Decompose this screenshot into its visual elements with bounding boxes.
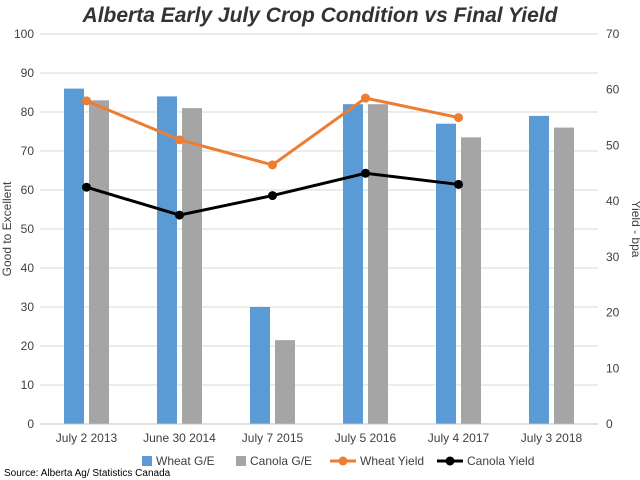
yield-lines <box>82 93 463 220</box>
y2-tick-label: 60 <box>606 83 620 97</box>
legend-label-wheat-yield: Wheat Yield <box>360 454 424 468</box>
y2-tick-label: 50 <box>606 138 620 152</box>
bar-wheat-g-e <box>529 115 549 425</box>
y2-tick-label: 30 <box>606 250 620 264</box>
wheat-yield-point <box>175 135 184 145</box>
source-note: Source: Alberta Ag/ Statistics Canada <box>4 468 171 479</box>
bar-wheat-g-e <box>343 104 363 424</box>
canola-yield-point <box>268 191 277 201</box>
x-tick-label: July 4 2017 <box>428 431 490 445</box>
bar-canola-g-e <box>554 127 574 424</box>
y2-tick-label: 10 <box>606 361 620 375</box>
y-tick-label: 20 <box>21 339 35 353</box>
bar-canola-g-e <box>275 340 295 424</box>
x-tick-label: July 5 2016 <box>335 431 397 445</box>
x-tick-label: July 7 2015 <box>242 431 304 445</box>
legend-label-wheat-g-e: Wheat G/E <box>156 454 215 468</box>
y-tick-label: 60 <box>21 183 35 197</box>
legend-label-canola-yield: Canola Yield <box>467 454 534 468</box>
y-axis-title: Good to Excellent <box>0 181 14 276</box>
y2-tick-label: 20 <box>606 306 620 320</box>
wheat-yield-line <box>85 96 459 167</box>
legend-marker-wheat-yield <box>338 456 348 466</box>
bar-wheat-g-e <box>436 123 456 424</box>
y-tick-label: 0 <box>27 417 34 431</box>
y2-tick-label: 0 <box>606 417 613 431</box>
bar-canola-g-e <box>368 104 388 424</box>
legend-label-canola-g-e: Canola G/E <box>250 454 312 468</box>
bar-canola-g-e <box>182 108 202 424</box>
y2-tick-label: 40 <box>606 194 620 208</box>
canola-yield-point <box>82 182 91 192</box>
canola-yield-point <box>175 210 184 220</box>
axes: 0 10 20 30 40 50 60 70 80 90 100 0 10 20 30 40 50 60 70 Jul… <box>14 27 620 445</box>
bar-canola-g-e <box>461 137 481 424</box>
y-tick-label: 100 <box>14 27 34 41</box>
canola-yield-point <box>454 179 463 189</box>
legend-swatch-canola-g-e <box>236 456 246 466</box>
y2-axis-title: Yield - bpa <box>629 201 640 258</box>
y-tick-label: 30 <box>21 300 35 314</box>
bars <box>64 88 574 425</box>
wheat-yield-point <box>454 113 463 123</box>
wheat-yield-point <box>268 160 277 170</box>
wheat-yield-point <box>361 93 370 103</box>
bar-wheat-g-e <box>157 96 177 425</box>
x-tick-label: July 3 2018 <box>521 431 583 445</box>
legend-marker-canola-yield <box>445 456 455 466</box>
y-tick-label: 90 <box>21 66 35 80</box>
y-tick-label: 10 <box>21 378 35 392</box>
x-tick-label: July 2 2013 <box>56 431 118 445</box>
gridlines <box>40 33 598 386</box>
wheat-yield-point <box>82 96 91 106</box>
chart-title: Alberta Early July Crop Condition vs Fin… <box>82 4 559 27</box>
bar-wheat-g-e <box>64 88 84 424</box>
legend: Wheat G/E Canola G/E Wheat Yield Canola Yie… <box>142 454 534 468</box>
canola-yield-point <box>361 168 370 178</box>
y2-tick-label: 70 <box>606 27 620 41</box>
y-tick-label: 40 <box>21 261 35 275</box>
y-tick-label: 70 <box>21 144 35 158</box>
bar-canola-g-e <box>89 100 109 425</box>
x-tick-label: June 30 2014 <box>143 431 216 445</box>
bar-wheat-g-e <box>250 307 270 424</box>
y-tick-label: 80 <box>21 105 35 119</box>
legend-swatch-wheat-g-e <box>142 456 152 466</box>
y-tick-label: 50 <box>21 222 35 236</box>
